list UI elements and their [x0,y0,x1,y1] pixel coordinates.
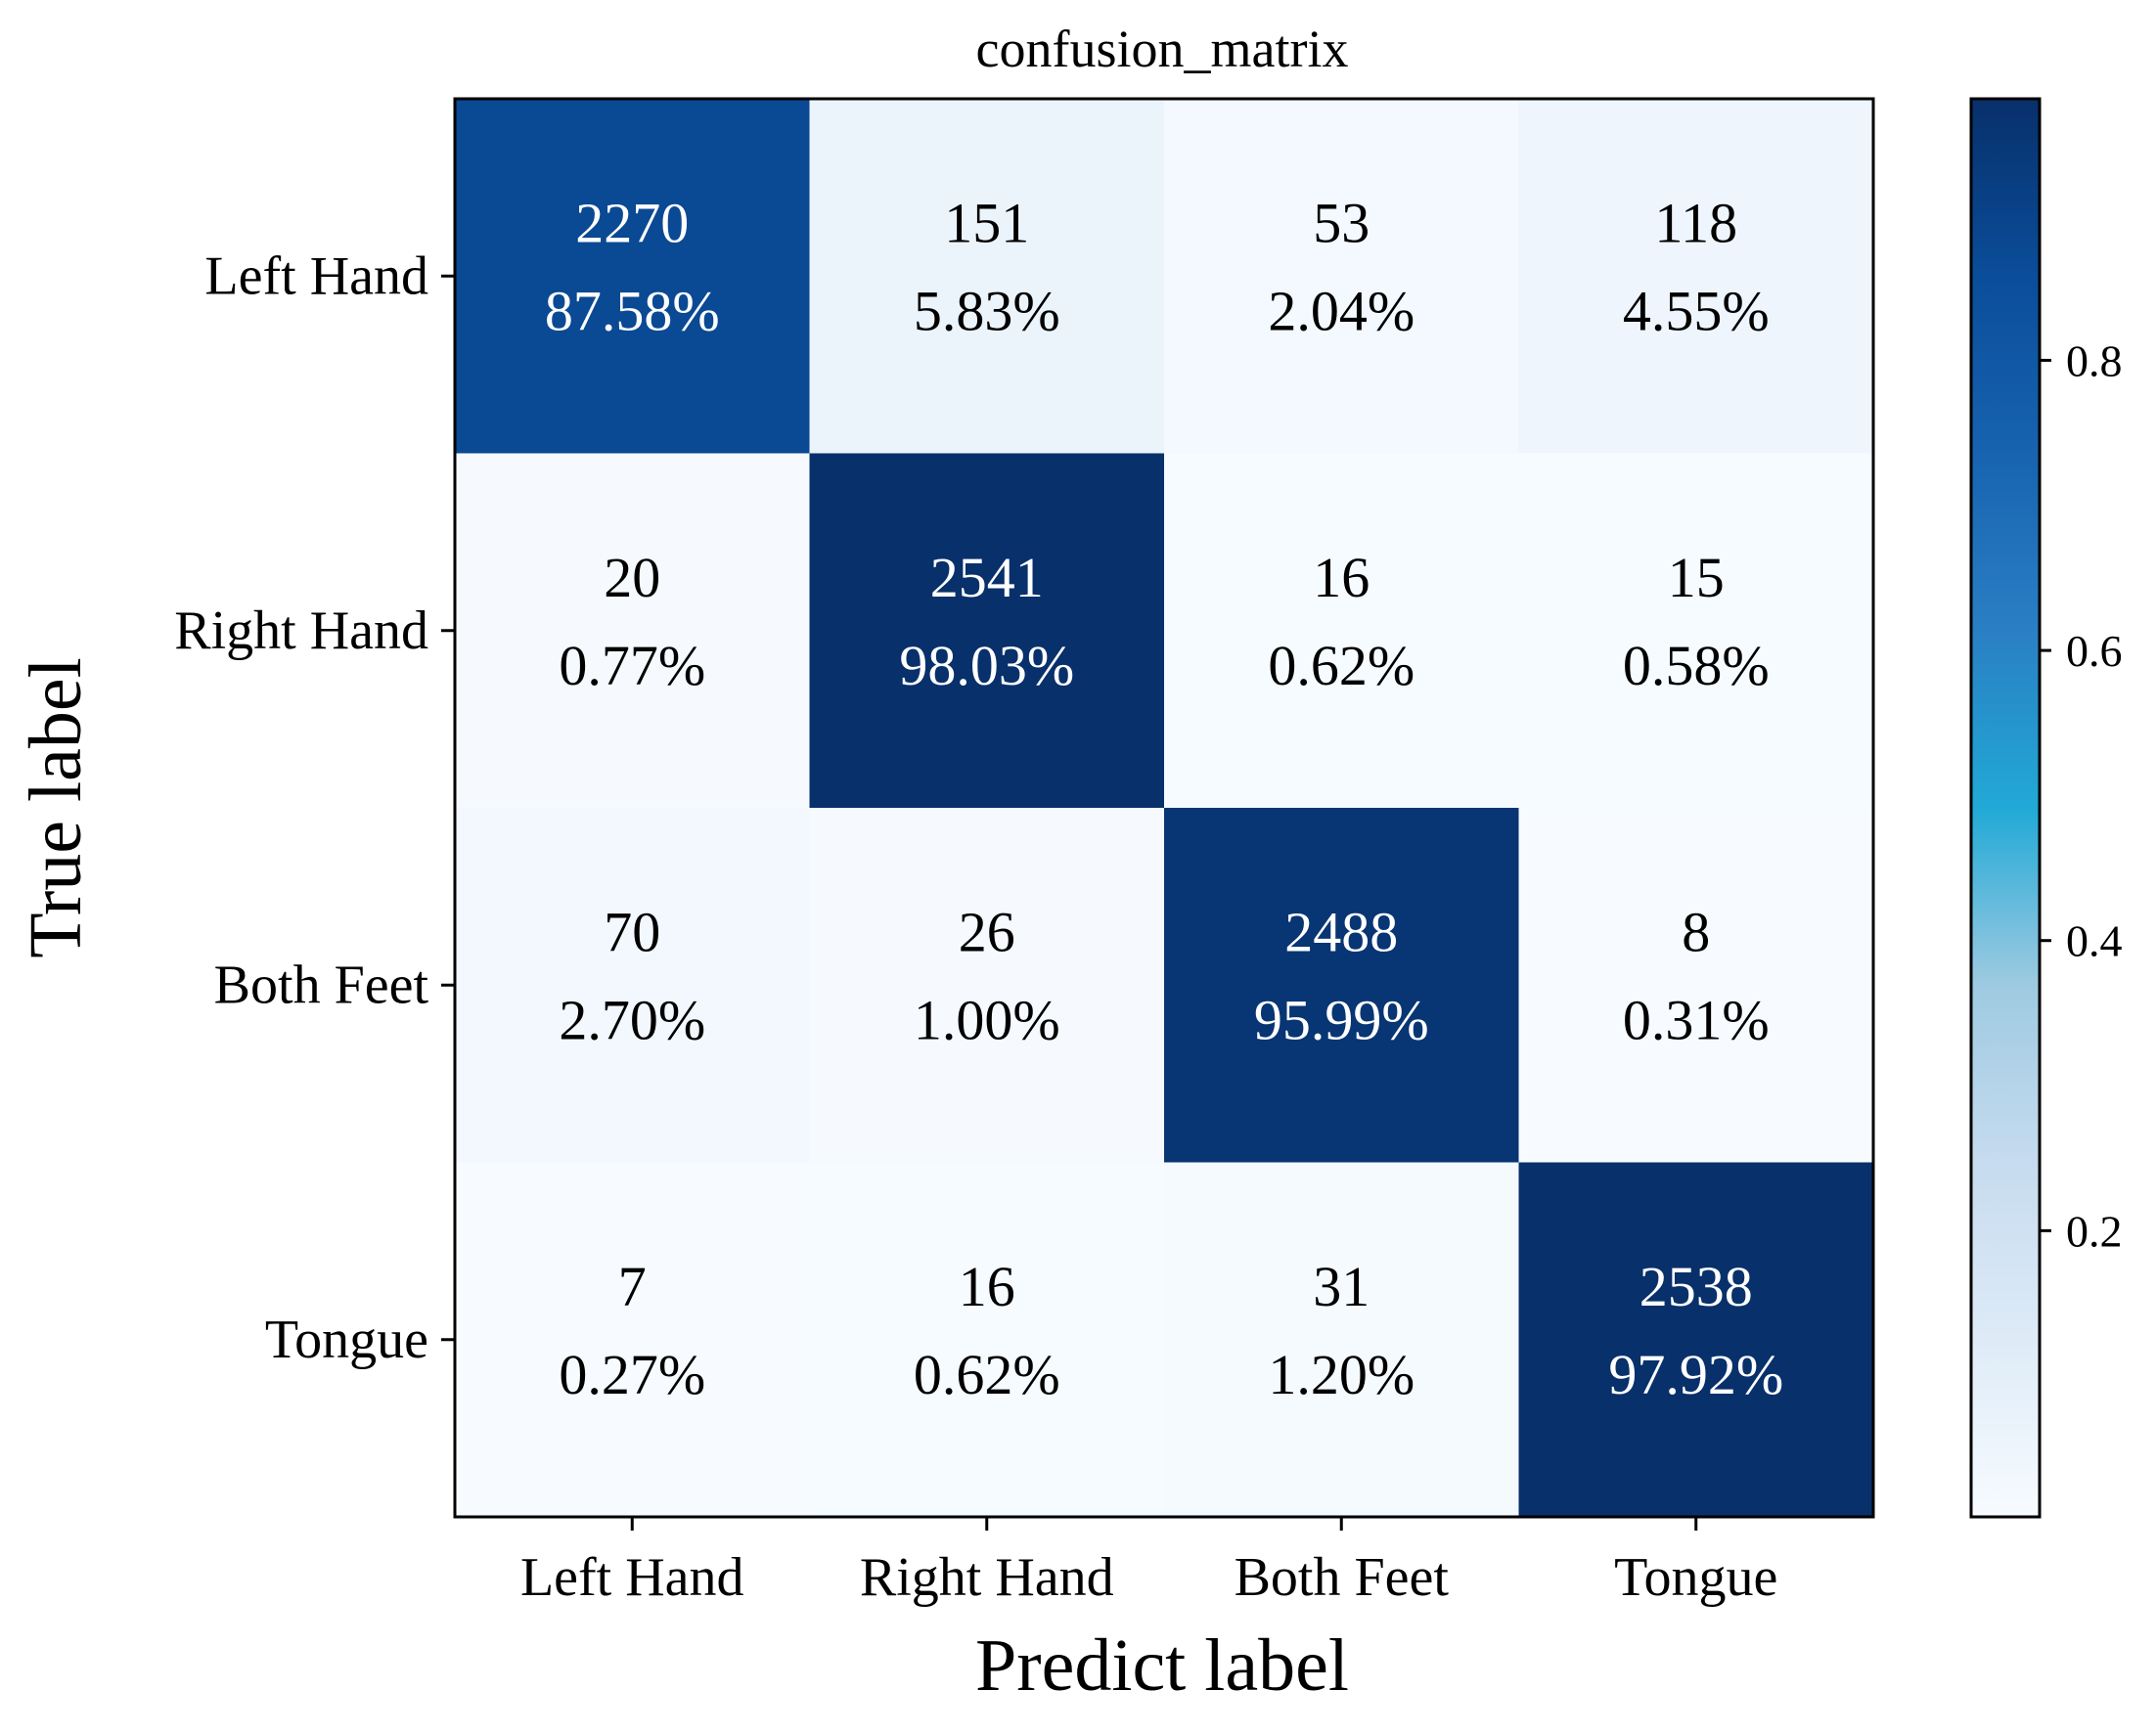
heatmap-cell [1164,808,1519,1163]
heatmap-cell [1518,99,1874,454]
cell-percent-label: 0.77% [559,634,705,697]
cell-percent-label: 98.03% [899,634,1074,697]
cell-count-label: 31 [1313,1255,1370,1318]
x-tick-label: Left Hand [520,1547,744,1608]
cell-percent-label: 4.55% [1623,279,1770,342]
x-axis-ticks: Left Hand Right Hand Both Feet Tongue [520,1517,1777,1608]
y-axis-label: True label [15,657,97,958]
y-tick-label: Tongue [265,1310,428,1370]
heatmap-cell [455,99,810,454]
y-tick-label: Both Feet [214,955,429,1015]
x-tick-label: Both Feet [1235,1547,1450,1608]
x-tick-label: Tongue [1614,1547,1777,1608]
y-tick-label: Right Hand [174,600,428,661]
heatmap-cell [809,453,1165,809]
heatmap-cell [809,99,1165,454]
cell-percent-label: 97.92% [1608,1343,1783,1406]
heatmap-cell [1164,1162,1519,1518]
cell-count-label: 53 [1313,191,1370,254]
colorbar-tick-label: 0.2 [2066,1206,2123,1256]
colorbar-tick-label: 0.4 [2066,916,2123,966]
cell-count-label: 26 [959,900,1015,963]
heatmap-cell [809,808,1165,1163]
cell-count-label: 118 [1654,191,1737,254]
cell-count-label: 70 [604,900,660,963]
cell-percent-label: 87.58% [545,279,720,342]
cell-count-label: 2541 [930,546,1044,609]
cell-count-label: 16 [1313,546,1370,609]
colorbar-tick-label: 0.6 [2066,626,2123,676]
heatmap-cell [455,1162,810,1518]
heatmap-cell [455,453,810,809]
heatmap-cell [1164,453,1519,809]
cell-percent-label: 0.31% [1623,988,1770,1051]
cell-percent-label: 0.58% [1623,634,1770,697]
colorbar-tick-label: 0.8 [2066,335,2123,385]
x-axis-label: Predict label [975,1624,1349,1707]
chart-title: confusion_matrix [976,20,1349,78]
heatmap-cell [455,808,810,1163]
y-tick-label: Left Hand [204,245,428,306]
cell-percent-label: 0.62% [1268,634,1415,697]
cell-percent-label: 2.70% [559,988,705,1051]
plot-frame [453,97,1875,1519]
cell-count-label: 2538 [1639,1255,1753,1318]
heatmap-cell [809,1162,1165,1518]
cell-percent-label: 1.20% [1268,1343,1415,1406]
cell-count-label: 7 [618,1255,647,1318]
heatmap-cell [1518,808,1874,1163]
cell-count-label: 15 [1668,546,1725,609]
cell-count-label: 16 [959,1255,1015,1318]
cell-percent-label: 2.04% [1268,279,1415,342]
cell-count-label: 2488 [1284,900,1398,963]
cell-count-label: 8 [1682,900,1710,963]
colorbar [1969,97,2042,1519]
cell-count-label: 20 [604,546,660,609]
heatmap-cell [1518,453,1874,809]
heatmap-cell [1164,99,1519,454]
cell-count-label: 151 [944,191,1029,254]
cell-percent-label: 0.62% [914,1343,1060,1406]
cell-percent-label: 0.27% [559,1343,705,1406]
cell-labels: 2270 87.58% 151 5.83% 53 2.04% 118 4.55% 20 0.77%… [545,191,1783,1406]
colorbar-ticks: 0.2 0.4 0.6 0.8 [2040,335,2123,1256]
cell-count-label: 2270 [575,191,689,254]
cell-percent-label: 1.00% [914,988,1060,1051]
heatmap-cells [455,99,1874,1518]
y-axis-ticks: Left Hand Right Hand Both Feet Tongue [174,245,455,1370]
cell-percent-label: 95.99% [1254,988,1429,1051]
heatmap-cell [1518,1162,1874,1518]
cell-percent-label: 5.83% [914,279,1060,342]
x-tick-label: Right Hand [860,1547,1114,1608]
